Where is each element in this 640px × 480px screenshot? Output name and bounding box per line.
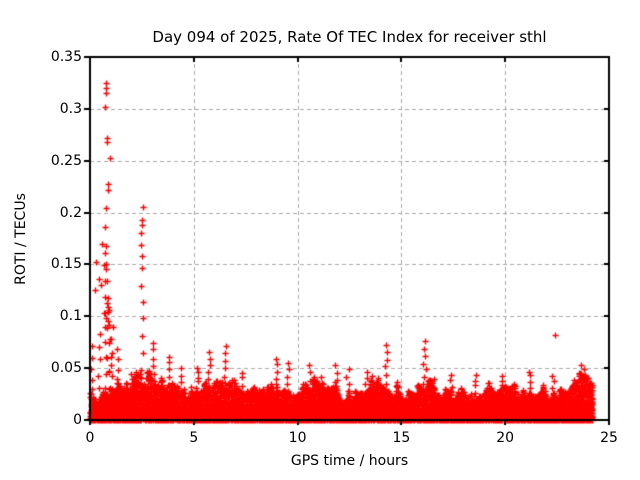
y-tick-label: 0.2 [59, 204, 82, 221]
x-tick-label: 15 [392, 430, 411, 446]
x-axis-label: GPS time / hours [290, 453, 409, 469]
y-tick-label: 0.35 [50, 49, 82, 65]
y-tick-label: 0.15 [50, 256, 82, 273]
y-tick-label: 0.3 [59, 100, 82, 117]
y-tick-label: 0 [73, 412, 82, 428]
x-tick-label: 20 [496, 430, 515, 446]
x-tick-label: 5 [189, 430, 199, 446]
y-tick-label: 0.1 [59, 308, 82, 325]
x-tick-label: 25 [600, 430, 618, 446]
chart-title: Day 094 of 2025, Rate Of TEC Index for r… [152, 28, 547, 46]
x-tick-label: 0 [85, 430, 95, 446]
y-tick-label: 0.05 [50, 360, 82, 377]
x-tick-label: 10 [288, 430, 307, 446]
y-tick-label: 0.25 [50, 152, 82, 169]
